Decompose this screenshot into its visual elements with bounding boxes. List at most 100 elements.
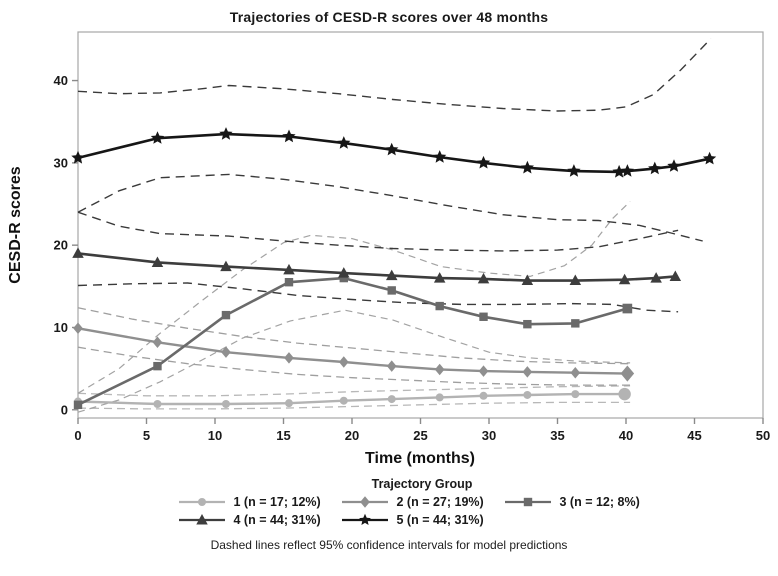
y-axis-label: CESD-R scores	[7, 166, 24, 283]
marker-square	[571, 319, 580, 328]
plot-border	[77, 31, 764, 419]
marker-triangle	[650, 272, 662, 283]
x-tick-label: 40	[619, 428, 633, 443]
marker-star	[476, 155, 491, 169]
x-tick-label: 35	[550, 428, 564, 443]
legend: Trajectory Group 1 (n = 17; 12%) 2 (n = 2…	[178, 477, 667, 529]
marker-circle	[479, 391, 488, 400]
ci-line-group-1-lower	[77, 401, 631, 410]
x-tick-label: 5	[143, 428, 150, 443]
marker-square	[387, 286, 396, 295]
marker-star	[567, 164, 581, 177]
legend-item-group-g2: 2 (n = 27; 19%)	[341, 494, 504, 510]
marker-circle	[153, 400, 162, 409]
x-tick-label: 10	[208, 428, 222, 443]
legend-label: 1 (n = 17; 12%)	[233, 495, 321, 509]
marker-square	[435, 301, 444, 311]
legend-label: 4 (n = 44; 31%)	[233, 513, 321, 527]
legend-swatch-diamond-icon	[341, 496, 388, 508]
marker-circle	[435, 393, 444, 402]
marker-diamond	[478, 365, 489, 377]
marker-triangle	[569, 274, 582, 286]
marker-diamond	[152, 336, 163, 349]
marker-circle	[523, 390, 532, 399]
marker-diamond	[284, 352, 294, 364]
ci-line-group-5-lower	[77, 173, 703, 242]
legend-rows: 1 (n = 17; 12%) 2 (n = 27; 19%) 3 (n = 12;…	[178, 493, 667, 529]
marker-circle	[387, 395, 396, 404]
marker-star	[702, 151, 717, 165]
marker-diamond	[434, 363, 445, 376]
marker-diamond	[522, 366, 533, 378]
marker-diamond	[359, 496, 370, 508]
legend-swatch-circle-icon	[178, 498, 225, 506]
marker-star	[648, 161, 662, 175]
marker-square	[523, 497, 532, 507]
marker-triangle	[385, 269, 398, 281]
marker-square	[479, 312, 488, 321]
ci-line-group-3-lower	[77, 309, 631, 413]
marker-star	[71, 150, 85, 164]
legend-item-group-g1: 1 (n = 17; 12%)	[178, 494, 341, 510]
x-tick-label: 0	[74, 428, 81, 443]
marker-circle	[571, 390, 580, 399]
marker-circle	[618, 387, 631, 401]
marker-triangle	[283, 263, 295, 275]
series-line-g4	[76, 252, 677, 282]
marker-diamond	[221, 346, 231, 358]
marker-diamond	[73, 322, 83, 335]
marker-star	[612, 164, 626, 178]
marker-diamond	[570, 366, 581, 379]
marker-triangle	[521, 274, 534, 286]
marker-triangle	[433, 272, 446, 283]
marker-diamond	[620, 365, 635, 382]
marker-star	[358, 513, 371, 525]
legend-row: 1 (n = 17; 12%) 2 (n = 27; 19%) 3 (n = 12;…	[178, 493, 667, 511]
y-tick-label: 20	[54, 238, 68, 253]
marker-diamond	[338, 356, 349, 368]
legend-item-group-g5: 5 (n = 44; 31%)	[341, 512, 504, 528]
chart-title: Trajectories of CESD-R scores over 48 mo…	[229, 9, 549, 25]
marker-star	[520, 160, 534, 174]
marker-square	[153, 361, 162, 371]
marker-star	[667, 159, 681, 172]
y-tick-label: 30	[54, 155, 68, 170]
marker-triangle	[618, 273, 631, 285]
marker-diamond	[386, 360, 397, 372]
marker-square	[339, 273, 348, 283]
x-tick-label: 45	[687, 428, 701, 443]
marker-star	[337, 136, 351, 149]
x-tick-label: 30	[482, 428, 496, 443]
legend-swatch-triangle-icon	[178, 514, 225, 525]
x-tick-label: 20	[345, 428, 359, 443]
legend-item-group-g3: 3 (n = 12; 8%)	[504, 494, 667, 510]
marker-triangle	[669, 270, 682, 281]
marker-star	[620, 164, 634, 177]
marker-circle	[197, 498, 206, 506]
marker-star	[385, 142, 399, 156]
plot-area: 0 5 10 15 20 25 30 35 40 45 50 0 10 20 30 40	[54, 31, 770, 443]
y-tick-label: 40	[54, 73, 68, 88]
marker-triangle	[72, 247, 84, 258]
marker-star	[282, 129, 296, 143]
legend-label: 3 (n = 12; 8%)	[559, 495, 640, 509]
legend-item-group-g4: 4 (n = 44; 31%)	[178, 512, 341, 528]
legend-swatch-star-icon	[341, 513, 388, 525]
marker-square	[622, 303, 633, 314]
marker-triangle	[195, 514, 208, 525]
marker-circle	[221, 400, 230, 409]
legend-swatch-square-icon	[504, 497, 551, 507]
marker-circle	[284, 399, 293, 408]
legend-row: 4 (n = 44; 31%) 5 (n = 44; 31%)	[178, 511, 667, 529]
legend-label: 5 (n = 44; 31%)	[396, 513, 484, 527]
marker-triangle	[220, 260, 232, 272]
plot-svg: CESD-R scores Time (months) 0 5 10 15 20 25 30…	[7, 31, 770, 467]
ci-line-group-1-upper	[77, 385, 631, 397]
marker-square	[221, 310, 231, 320]
marker-circle	[339, 396, 348, 405]
ci-line-group-5-upper	[77, 38, 712, 112]
y-tick-label: 10	[54, 320, 68, 335]
marker-triangle	[151, 256, 164, 267]
x-tick-label: 25	[413, 428, 427, 443]
